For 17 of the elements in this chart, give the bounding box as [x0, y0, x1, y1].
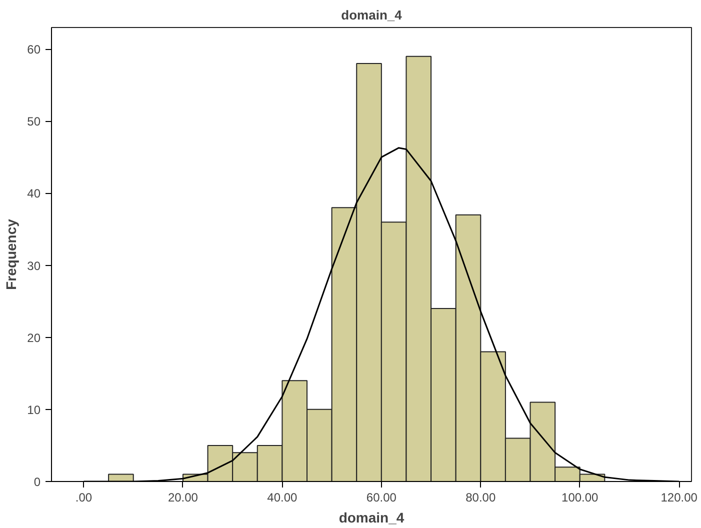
y-tick-label: 30: [27, 258, 41, 273]
y-tick-label: 10: [27, 402, 41, 417]
y-tick-label: 0: [34, 475, 41, 489]
y-tick-label: 40: [27, 186, 41, 201]
y-axis-title: Frequency: [3, 218, 20, 290]
x-tick-label: 80.00: [466, 490, 496, 504]
y-tick-label: 50: [27, 114, 41, 129]
x-tick-label: 20.00: [168, 490, 198, 504]
x-tick-label: 40.00: [267, 490, 298, 504]
x-tick-label: 100.00: [562, 490, 599, 504]
y-tick-label: 20: [27, 330, 41, 345]
x-tick-label: 120.00: [660, 490, 698, 504]
x-tick-label: .00: [75, 490, 92, 504]
chart-title: domain_4: [341, 8, 403, 22]
y-tick-label: 60: [27, 42, 41, 57]
x-axis-title: domain_4: [338, 510, 404, 526]
x-tick-label: 60.00: [366, 490, 397, 504]
